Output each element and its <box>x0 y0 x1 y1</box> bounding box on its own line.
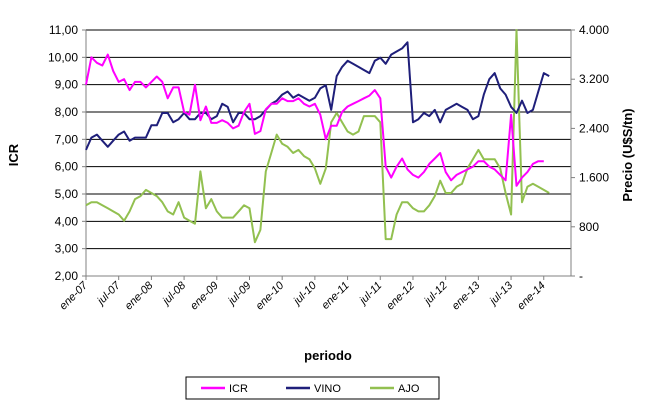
legend-label-vino: VINO <box>314 383 341 395</box>
left-tick-label: 10,00 <box>48 50 78 64</box>
series-line-vino <box>85 41 550 151</box>
left-tick-label: 2,00 <box>55 269 79 283</box>
x-tick-label: ene-08 <box>123 279 156 312</box>
x-tick-label: jul-09 <box>225 280 254 309</box>
right-tick-label: 2.400 <box>579 121 609 135</box>
series-line-icr <box>85 53 544 187</box>
left-tick-label: 7,00 <box>55 132 79 146</box>
series <box>85 29 550 244</box>
axes <box>85 30 572 277</box>
right-tick-label: - <box>579 269 583 283</box>
left-tick-label: 3,00 <box>55 242 79 256</box>
x-tick-label: ene-14 <box>515 280 548 313</box>
legend-label-ajo: AJO <box>398 383 420 395</box>
legend: ICR VINO AJO <box>185 376 440 400</box>
x-tick-label: ene-11 <box>320 280 352 312</box>
x-tick-label: jul-08 <box>159 279 189 309</box>
legend-label-icr: ICR <box>229 383 248 395</box>
x-tick-label: jul-10 <box>290 279 320 309</box>
left-tick-label: 8,00 <box>55 105 79 119</box>
series-line-ajo <box>85 29 550 244</box>
right-tick-label: 3.200 <box>579 72 609 86</box>
right-axis-ticks: - 800 1.600 2.400 3.200 4.000 <box>571 23 609 283</box>
x-tick-label: ene-13 <box>450 279 483 312</box>
x-tick-label: ene-07 <box>57 279 90 312</box>
x-tick-label: jul-13 <box>486 279 516 309</box>
right-axis-title: Precio (U$S/tn) <box>620 108 635 201</box>
left-axis-ticks: 2,00 3,00 4,00 5,00 6,00 7,00 8,00 9,00 10,00 11,… <box>48 23 86 283</box>
legend-box <box>185 376 440 400</box>
left-tick-label: 5,00 <box>55 187 79 201</box>
x-tick-label: jul-12 <box>421 280 450 309</box>
x-tick-label: ene-12 <box>384 280 417 313</box>
x-axis-title: periodo <box>304 348 352 363</box>
x-tick-label: ene-10 <box>254 279 287 312</box>
left-tick-label: 9,00 <box>55 78 79 92</box>
left-tick-label: 11,00 <box>49 23 78 37</box>
x-tick-label: jul-07 <box>94 279 124 309</box>
right-tick-label: 4.000 <box>579 23 609 37</box>
left-tick-label: 4,00 <box>55 214 79 228</box>
x-tick-label: jul-11 <box>356 280 384 308</box>
right-tick-label: 1.600 <box>579 171 609 185</box>
x-axis-ticks: ene-07 jul-07 ene-08 jul-08 ene-09 jul-09 ene-… <box>57 276 548 313</box>
left-tick-label: 6,00 <box>55 160 79 174</box>
x-tick-label: ene-09 <box>188 280 221 313</box>
right-tick-label: 800 <box>579 220 599 234</box>
left-axis-title: ICR <box>6 143 21 166</box>
